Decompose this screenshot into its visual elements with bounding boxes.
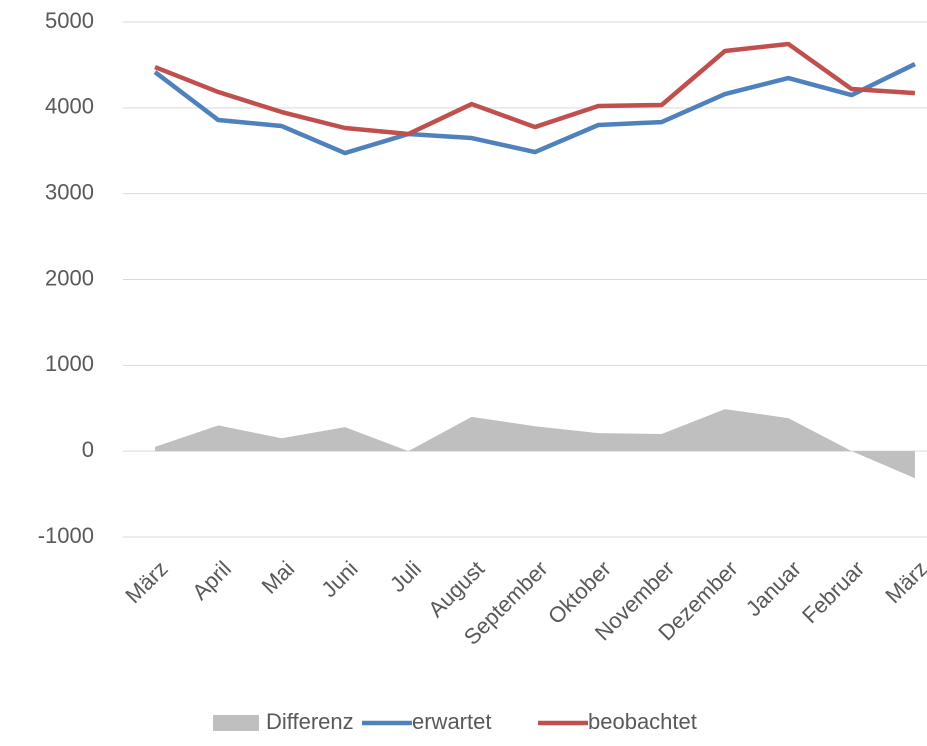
legend-label: Differenz — [266, 709, 354, 734]
x-tick-label: April — [187, 556, 236, 605]
legend-item: Differenz — [213, 709, 354, 734]
legend-item: beobachtet — [538, 709, 697, 734]
y-tick-label: -1000 — [38, 523, 94, 548]
x-tick-label: März — [880, 556, 927, 608]
y-tick-label: 5000 — [45, 8, 94, 33]
area — [155, 409, 915, 479]
legend-swatch — [213, 715, 259, 731]
x-tick-label: März — [120, 556, 172, 608]
y-tick-label: 4000 — [45, 94, 94, 119]
y-tick-label: 2000 — [45, 265, 94, 290]
x-tick-label: Februar — [797, 556, 869, 628]
x-tick-label: Januar — [741, 556, 806, 621]
legend-label: beobachtet — [588, 709, 697, 734]
line — [154, 41, 916, 137]
x-tick-label: Juli — [385, 556, 426, 597]
legend-label: erwartet — [412, 709, 491, 734]
legend-item: erwartet — [362, 709, 491, 734]
y-tick-label: 0 — [82, 437, 94, 462]
x-tick-label: Juni — [316, 556, 362, 602]
y-tick-label: 1000 — [45, 351, 94, 376]
x-tick-label: Mai — [257, 556, 300, 599]
line — [153, 62, 916, 156]
y-tick-label: 3000 — [45, 179, 94, 204]
